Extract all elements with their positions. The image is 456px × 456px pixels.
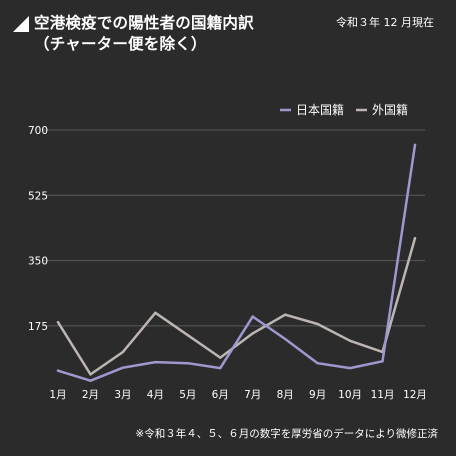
data-point: [413, 237, 417, 240]
data-point: [219, 356, 222, 359]
series-line-japanese: [56, 143, 417, 382]
chart-subtitle: （チャーター便を除く）: [34, 35, 207, 53]
y-tick-label: 175: [28, 321, 48, 333]
data-point: [186, 334, 190, 337]
footnote: ※令和３年４、５、６月の数字を厚労省のデータにより微修正済: [135, 428, 438, 440]
x-axis-ticks: 1月 2月 3月 4月 5月 6月 7月 8月 9月 10月 11月 12月: [49, 389, 427, 401]
data-point: [413, 143, 417, 147]
x-tick-label: 2月: [82, 389, 99, 401]
x-tick-label: 5月: [179, 389, 196, 401]
x-tick-label: 6月: [212, 389, 229, 401]
data-point: [251, 315, 254, 318]
data-point: [316, 322, 319, 326]
data-point: [56, 369, 60, 372]
date-note: 令和３年 12 月現在: [336, 16, 434, 29]
data-point: [381, 360, 384, 363]
data-point: [56, 320, 60, 324]
x-tick-label: 4月: [147, 389, 164, 401]
legend: 日本国籍 外国籍: [280, 102, 408, 117]
legend-label: 外国籍: [372, 102, 408, 117]
data-point: [348, 366, 352, 370]
data-point: [348, 339, 352, 343]
data-point: [121, 350, 125, 354]
data-point: [186, 362, 190, 365]
data-point: [121, 366, 125, 369]
series-line-foreign: [56, 236, 417, 376]
x-tick-label: 1月: [49, 389, 66, 401]
x-tick-label: 9月: [309, 389, 326, 401]
data-point: [154, 311, 157, 315]
x-tick-label: 12月: [403, 389, 427, 401]
data-point: [219, 366, 222, 370]
grid: [42, 129, 425, 327]
y-axis-ticks: 175 350 525 700: [28, 125, 48, 333]
x-tick-label: 7月: [244, 389, 261, 401]
data-point: [89, 379, 92, 382]
data-point: [283, 313, 287, 316]
data-point: [283, 337, 287, 341]
chart-title: 空港検疫での陽性者の国籍内訳: [34, 14, 254, 32]
legend-label: 日本国籍: [296, 102, 344, 117]
series-lines: [56, 143, 417, 382]
data-point: [89, 373, 92, 376]
x-tick-label: 11月: [371, 389, 395, 401]
y-tick-label: 700: [28, 125, 48, 137]
x-tick-label: 3月: [114, 389, 131, 401]
data-point: [251, 332, 254, 335]
y-tick-label: 350: [28, 256, 48, 268]
title-triangle-icon: [13, 16, 29, 32]
y-tick-label: 525: [28, 190, 48, 202]
x-tick-label: 10月: [338, 389, 362, 401]
data-point: [154, 360, 157, 364]
data-point: [316, 362, 319, 365]
x-tick-label: 8月: [277, 389, 294, 401]
